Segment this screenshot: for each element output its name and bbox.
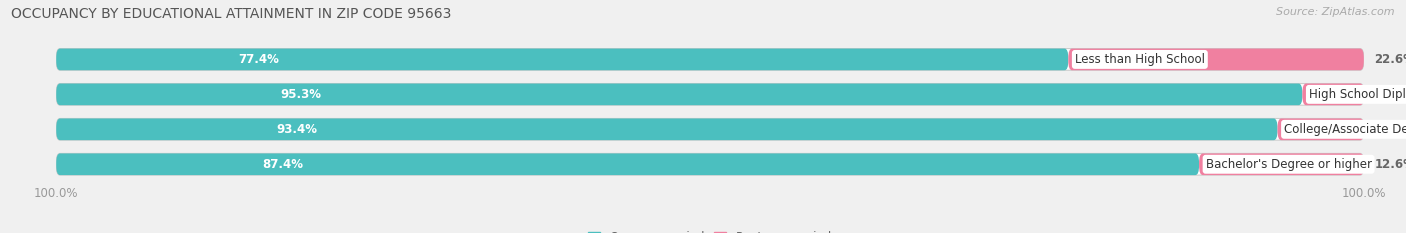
FancyBboxPatch shape	[56, 84, 1302, 105]
FancyBboxPatch shape	[56, 118, 1278, 140]
Legend: Owner-occupied, Renter-occupied: Owner-occupied, Renter-occupied	[583, 226, 837, 233]
FancyBboxPatch shape	[1199, 154, 1364, 175]
FancyBboxPatch shape	[56, 154, 1199, 175]
Text: 4.7%: 4.7%	[1374, 88, 1406, 101]
Text: 22.6%: 22.6%	[1374, 53, 1406, 66]
FancyBboxPatch shape	[1278, 118, 1364, 140]
FancyBboxPatch shape	[1302, 84, 1364, 105]
Text: 12.6%: 12.6%	[1374, 158, 1406, 171]
FancyBboxPatch shape	[56, 49, 1069, 70]
FancyBboxPatch shape	[56, 84, 1364, 105]
Text: 95.3%: 95.3%	[281, 88, 322, 101]
Text: High School Diploma: High School Diploma	[1309, 88, 1406, 101]
FancyBboxPatch shape	[56, 154, 1364, 175]
Text: Less than High School: Less than High School	[1074, 53, 1205, 66]
Text: Bachelor's Degree or higher: Bachelor's Degree or higher	[1205, 158, 1372, 171]
Text: OCCUPANCY BY EDUCATIONAL ATTAINMENT IN ZIP CODE 95663: OCCUPANCY BY EDUCATIONAL ATTAINMENT IN Z…	[11, 7, 451, 21]
Text: 87.4%: 87.4%	[262, 158, 302, 171]
FancyBboxPatch shape	[1069, 49, 1364, 70]
FancyBboxPatch shape	[56, 118, 1364, 140]
FancyBboxPatch shape	[56, 49, 1364, 70]
Text: 77.4%: 77.4%	[239, 53, 280, 66]
Text: Source: ZipAtlas.com: Source: ZipAtlas.com	[1277, 7, 1395, 17]
Text: 93.4%: 93.4%	[276, 123, 318, 136]
Text: 6.6%: 6.6%	[1374, 123, 1406, 136]
Text: College/Associate Degree: College/Associate Degree	[1284, 123, 1406, 136]
